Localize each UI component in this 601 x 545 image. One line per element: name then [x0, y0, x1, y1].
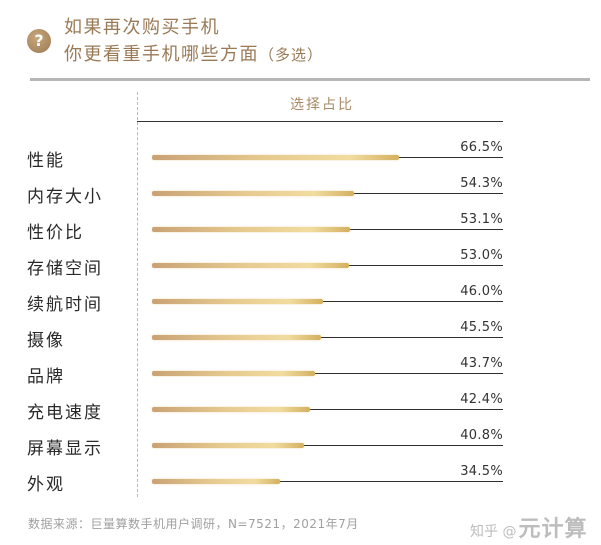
bar-row: 续航时间 46.0% — [0, 284, 601, 337]
watermark-prefix: 知乎 @ — [470, 524, 517, 540]
value-bar — [152, 335, 322, 340]
value-bar — [152, 263, 350, 268]
leader-line — [152, 481, 503, 482]
watermark-brand: 元计算 — [518, 517, 588, 542]
category-label: 品牌 — [27, 367, 65, 387]
chart-title-main: 你更看重手机哪些方面 — [64, 44, 259, 65]
category-label: 性能 — [27, 151, 65, 171]
category-label: 屏幕显示 — [27, 439, 103, 459]
category-label: 续航时间 — [27, 295, 103, 315]
category-label: 摄像 — [27, 331, 65, 351]
percent-label: 53.1% — [460, 212, 503, 227]
value-bar — [152, 191, 354, 196]
bar-row: 内存大小 54.3% — [0, 176, 601, 229]
category-label: 性价比 — [27, 223, 84, 243]
value-bar — [152, 407, 310, 412]
bar-row: 品牌 43.7% — [0, 356, 601, 409]
category-label: 充电速度 — [27, 403, 103, 423]
chart-title-line2: 你更看重手机哪些方面（多选） — [64, 40, 323, 66]
value-bar — [152, 371, 315, 376]
chart-title-line1: 如果再次购买手机 — [64, 17, 220, 38]
percent-label: 66.5% — [460, 140, 503, 155]
question-mark-icon: ? — [27, 29, 51, 53]
chart-title-suffix: （多选） — [259, 46, 324, 64]
bar-row: 充电速度 42.4% — [0, 392, 601, 445]
bar-row: 性价比 53.1% — [0, 212, 601, 265]
column-header: 选择占比 — [290, 97, 354, 113]
value-bar — [152, 155, 400, 160]
chart-header: ? 如果再次购买手机 你更看重手机哪些方面（多选） — [0, 0, 601, 80]
percent-label: 45.5% — [460, 320, 503, 335]
category-axis-line — [137, 92, 138, 497]
percent-label: 34.5% — [460, 464, 503, 479]
column-header-rule — [137, 121, 503, 122]
leader-line — [152, 337, 503, 338]
value-bar — [152, 299, 324, 304]
header-divider — [30, 78, 590, 81]
percent-label: 54.3% — [460, 176, 503, 191]
category-label: 内存大小 — [27, 187, 103, 207]
leader-line — [152, 445, 503, 446]
bar-row: 屏幕显示 40.8% — [0, 428, 601, 481]
leader-line — [152, 409, 503, 410]
percent-label: 53.0% — [460, 248, 503, 263]
leader-line — [152, 301, 503, 302]
data-source-note: 数据来源：巨量算数手机用户调研，N=7521，2021年7月 — [28, 517, 359, 531]
bar-row: 性能 66.5% — [0, 140, 601, 193]
percent-label: 46.0% — [460, 284, 503, 299]
percent-label: 40.8% — [460, 428, 503, 443]
value-bar — [152, 443, 304, 448]
category-label: 外观 — [27, 475, 65, 495]
category-label: 存储空间 — [27, 259, 103, 279]
value-bar — [152, 479, 281, 484]
percent-label: 42.4% — [460, 392, 503, 407]
percent-label: 43.7% — [460, 356, 503, 371]
bar-row: 外观 34.5% — [0, 464, 601, 517]
bar-row: 摄像 45.5% — [0, 320, 601, 373]
watermark: 知乎 @元计算 — [470, 511, 587, 543]
value-bar — [152, 227, 350, 232]
bar-row: 存储空间 53.0% — [0, 248, 601, 301]
leader-line — [152, 373, 503, 374]
